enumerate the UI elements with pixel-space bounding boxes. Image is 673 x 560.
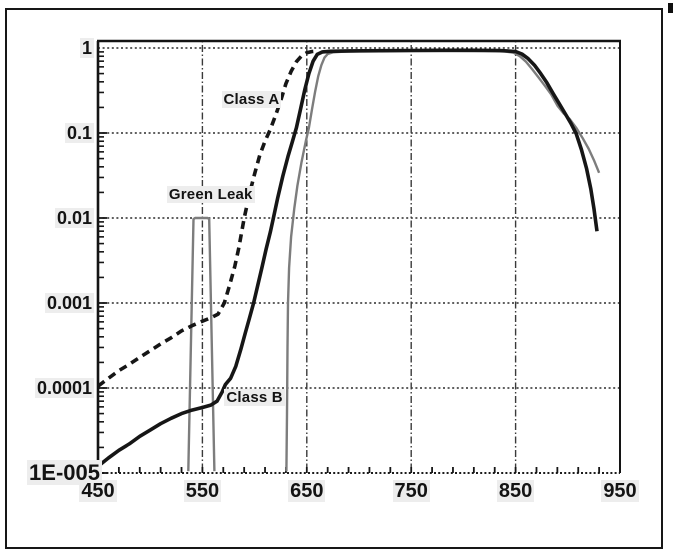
figure-border xyxy=(5,8,663,549)
curve-green-leak xyxy=(187,216,216,472)
curve-class-a xyxy=(96,49,318,388)
edge-artifact xyxy=(668,3,673,13)
curve-class-b xyxy=(96,48,599,468)
curve-gray-filter-curve-unlabeled- xyxy=(285,49,601,472)
